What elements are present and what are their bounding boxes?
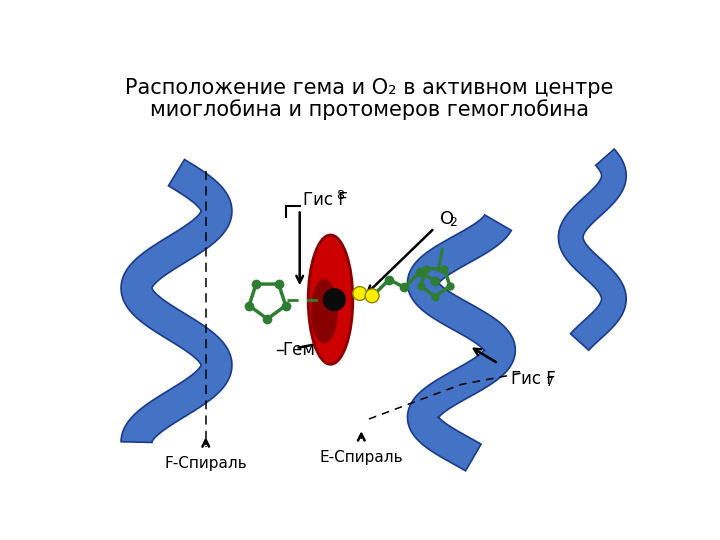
Text: Гис F: Гис F [303,191,348,208]
Ellipse shape [311,279,338,343]
Text: 2: 2 [449,216,457,229]
Polygon shape [408,215,516,471]
Circle shape [353,287,366,300]
Polygon shape [121,159,232,442]
Text: F-Спираль: F-Спираль [164,456,247,471]
Ellipse shape [308,235,353,364]
Text: Гис F: Гис F [511,370,557,388]
Text: E-Спираль: E-Спираль [320,450,403,465]
Text: 8: 8 [336,189,344,202]
Circle shape [323,288,346,311]
Text: O: O [440,210,454,228]
Text: миоглобина и протомеров гемоглобина: миоглобина и протомеров гемоглобина [150,99,588,120]
Text: Гем: Гем [283,341,316,359]
Polygon shape [559,149,626,350]
Text: 7: 7 [546,376,554,389]
Text: Расположение гема и О₂ в активном центре: Расположение гема и О₂ в активном центре [125,78,613,98]
Circle shape [365,289,379,303]
